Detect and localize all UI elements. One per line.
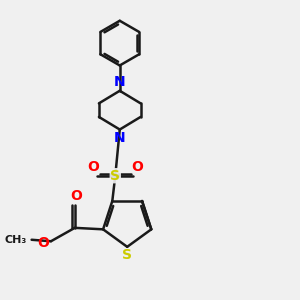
Text: CH₃: CH₃	[5, 235, 27, 245]
Text: N: N	[114, 131, 126, 145]
Text: S: S	[122, 248, 132, 262]
Text: O: O	[132, 160, 144, 174]
Text: N: N	[114, 75, 126, 89]
Text: O: O	[38, 236, 50, 250]
Text: O: O	[70, 188, 82, 203]
Text: S: S	[110, 169, 120, 183]
Text: O: O	[87, 160, 99, 174]
